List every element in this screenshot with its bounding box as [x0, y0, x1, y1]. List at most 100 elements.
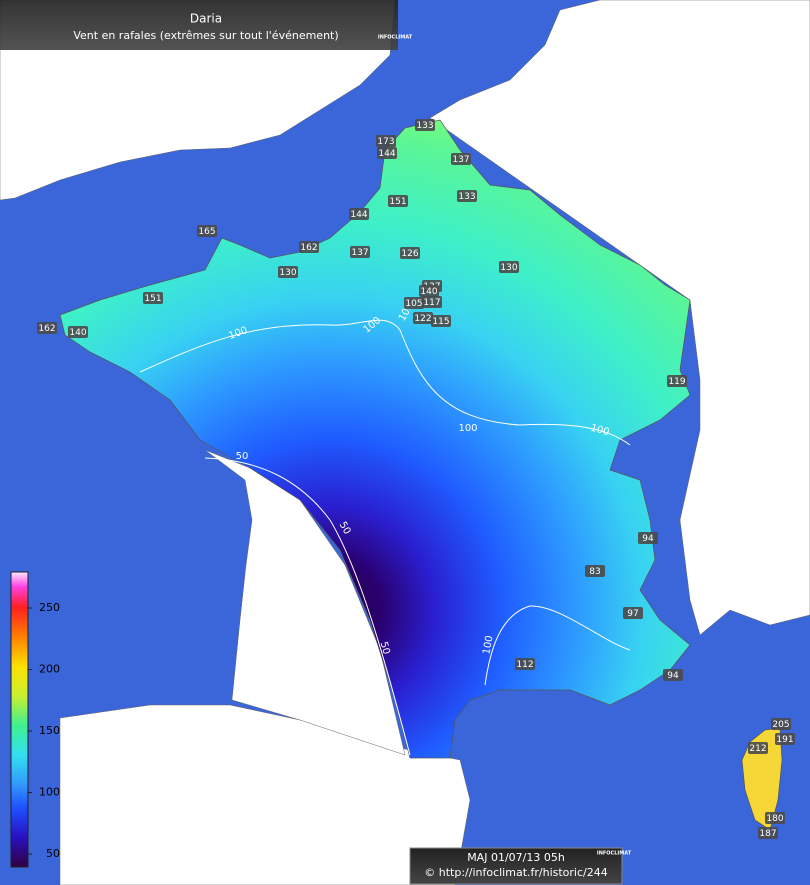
- station-value: 137: [351, 248, 368, 258]
- source-url: © http://infoclimat.fr/historic/244: [424, 866, 607, 879]
- station-box: [457, 190, 477, 202]
- station-box: [299, 241, 319, 253]
- station-value: 151: [389, 197, 406, 207]
- station: 191: [775, 733, 795, 745]
- contour-label: 50: [378, 641, 392, 656]
- contours: [139, 319, 631, 756]
- station-value: 140: [69, 328, 86, 338]
- station-value: 94: [642, 534, 654, 544]
- station-value: 115: [432, 317, 449, 327]
- station-box: [499, 261, 519, 273]
- station-box: [413, 312, 433, 324]
- station-box: [415, 119, 435, 131]
- contour-label: 100: [458, 423, 477, 434]
- footer-box: [409, 847, 623, 885]
- station: 137: [451, 153, 471, 165]
- station: 205: [771, 718, 791, 730]
- station: 122: [413, 312, 433, 324]
- station-box: [419, 285, 439, 297]
- station-box: [278, 266, 298, 278]
- station-value: 122: [414, 314, 431, 324]
- station-box: [349, 208, 369, 220]
- station-value: 180: [766, 814, 783, 824]
- station-box: [623, 607, 643, 619]
- station-value: 151: [144, 294, 161, 304]
- legend-tick-label: 150: [39, 724, 60, 737]
- station-value: 205: [772, 720, 789, 730]
- station: 130: [278, 266, 298, 278]
- station: 187: [758, 827, 778, 839]
- station: 140: [68, 326, 88, 338]
- station-value: 94: [667, 671, 679, 681]
- station-box: [585, 565, 605, 577]
- station-box: [771, 718, 791, 730]
- station-box: [377, 147, 397, 159]
- station-value: 97: [627, 609, 638, 619]
- france: [59, 119, 691, 759]
- station-value: 187: [759, 829, 776, 839]
- contour-label: 100: [589, 423, 610, 439]
- station-value: 105: [405, 299, 422, 309]
- contour-label: 100: [481, 635, 495, 656]
- station-value: 126: [401, 249, 418, 259]
- station-value: 162: [38, 324, 55, 334]
- station: 130: [499, 261, 519, 273]
- title: Daria: [190, 12, 222, 26]
- station-value: 173: [377, 137, 394, 147]
- station-box: [431, 315, 451, 327]
- station: 117: [422, 296, 442, 308]
- footer-logo: INFOCLIMAT: [597, 851, 632, 857]
- station-value: 117: [423, 298, 440, 308]
- station: 94: [663, 669, 683, 681]
- station-box: [400, 247, 420, 259]
- station-value: 133: [458, 192, 475, 202]
- station-box: [667, 375, 687, 387]
- station-box: [68, 326, 88, 338]
- station-box: [765, 812, 785, 824]
- station-box: [37, 322, 57, 334]
- station: 165: [197, 225, 217, 237]
- station: 112: [515, 658, 535, 670]
- station: 212: [748, 742, 768, 754]
- station-box: [422, 296, 442, 308]
- legend-tick-label: 50: [46, 847, 60, 860]
- station-box: [350, 246, 370, 258]
- station-value: 83: [589, 567, 600, 577]
- station-value: 130: [500, 263, 517, 273]
- station-box: [197, 225, 217, 237]
- station-value: 112: [516, 660, 533, 670]
- station-value: 119: [668, 377, 685, 387]
- station-value: 162: [300, 243, 317, 253]
- station: 162: [37, 322, 57, 334]
- station-value: 212: [749, 744, 766, 754]
- station: 97: [623, 607, 643, 619]
- land-europe: [429, 0, 810, 636]
- station: 180: [765, 812, 785, 824]
- station: 105: [404, 297, 424, 309]
- station: 151: [143, 292, 163, 304]
- header-box: [0, 0, 398, 50]
- station-value: 165: [198, 227, 215, 237]
- station: 133: [457, 190, 477, 202]
- station: 144: [377, 147, 397, 159]
- station-box: [515, 658, 535, 670]
- station-box: [775, 733, 795, 745]
- station-box: [376, 135, 396, 147]
- station: 162: [299, 241, 319, 253]
- station: 126: [400, 247, 420, 259]
- station-value: 144: [350, 210, 367, 220]
- station: 94: [638, 532, 658, 544]
- station-box: [758, 827, 778, 839]
- station-value: 133: [416, 121, 433, 131]
- station: 140: [419, 285, 439, 297]
- station-value: 130: [279, 268, 296, 278]
- station-value: 144: [378, 149, 395, 159]
- station: 119: [667, 375, 687, 387]
- station-box: [143, 292, 163, 304]
- contour-label: 50: [236, 451, 249, 462]
- station: 115: [431, 315, 451, 327]
- logo: INFOCLIMAT: [378, 35, 413, 41]
- subtitle: Vent en rafales (extrêmes sur tout l'évé…: [73, 29, 338, 42]
- station: 133: [415, 119, 435, 131]
